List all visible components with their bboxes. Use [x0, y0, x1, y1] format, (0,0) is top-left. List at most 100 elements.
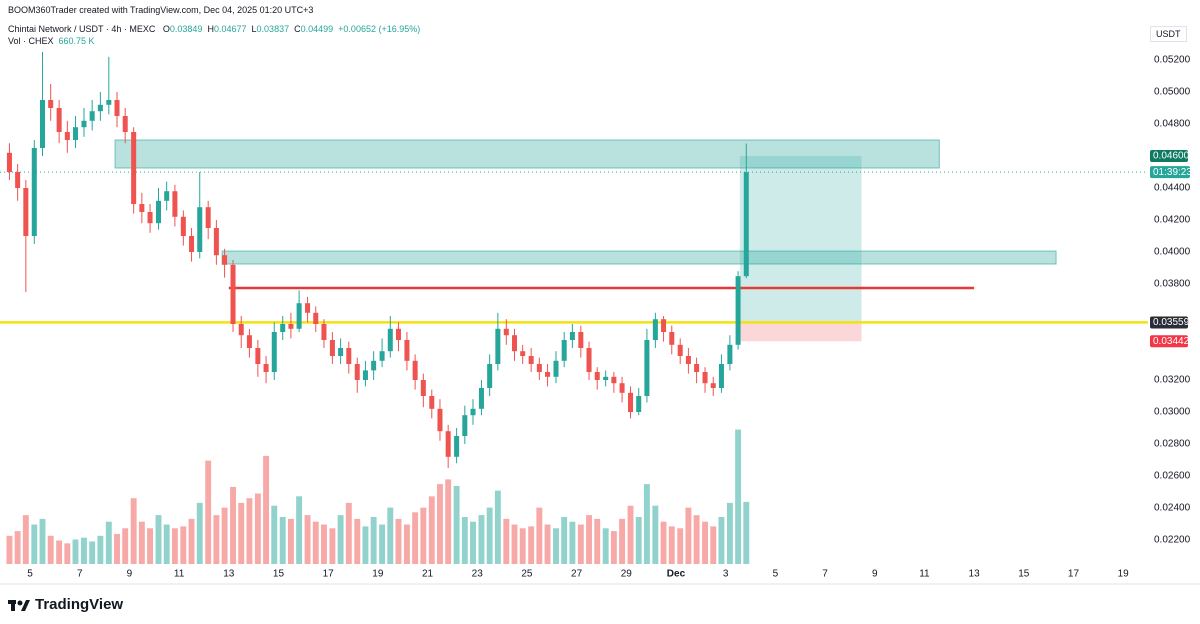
candle-body: [611, 376, 617, 384]
candle-body: [39, 100, 45, 148]
volume-bar: [379, 524, 386, 564]
candle-body: [669, 332, 675, 345]
candle-body: [89, 111, 95, 121]
volume-bar: [114, 533, 120, 564]
zone: [221, 250, 1057, 265]
candle-body: [594, 372, 600, 380]
volume-bar: [56, 540, 63, 564]
h-value: 0.04677: [213, 24, 247, 34]
candle-body: [15, 172, 21, 188]
volume-bar: [627, 505, 634, 564]
candle-body: [155, 200, 162, 224]
axis-unit: USDT: [1150, 26, 1187, 42]
c-value: 0.04499: [300, 24, 334, 34]
candle-body: [354, 364, 360, 380]
candle-body: [371, 360, 377, 371]
volume-bar: [503, 518, 510, 564]
volume-bar: [660, 521, 667, 564]
candle-body: [122, 116, 128, 132]
candle-body: [677, 344, 683, 356]
volume-bar: [122, 528, 129, 564]
candle-body: [470, 408, 476, 416]
candle-body: [338, 348, 344, 356]
candle-body: [578, 332, 584, 348]
volume-bar: [296, 496, 303, 564]
volume-bar: [668, 526, 675, 564]
candle-body: [73, 127, 79, 140]
price-label-box: [1150, 316, 1188, 329]
volume-bar: [569, 521, 576, 564]
volume-bar: [81, 537, 87, 564]
candle-body: [710, 383, 716, 388]
volume-bar: [453, 485, 460, 564]
volume-bar: [287, 518, 294, 564]
volume-bar: [561, 517, 568, 564]
volume-bar: [586, 515, 592, 564]
volume-bar: [6, 535, 13, 564]
volume-bar: [445, 479, 452, 564]
o-value: 0.03849: [169, 24, 203, 34]
y-tick-label: 0.03200: [1154, 375, 1191, 386]
volume-legend: Vol · CHEX 660.75 K: [8, 36, 95, 46]
candle-body: [97, 104, 103, 112]
x-tick-label: Dec: [667, 569, 686, 580]
x-tick-label: 11: [174, 569, 185, 580]
candle-body: [603, 376, 609, 380]
y-tick-label: 0.02600: [1154, 471, 1191, 482]
x-tick-label: 15: [273, 569, 285, 580]
volume-bar: [213, 515, 220, 564]
candle-body: [520, 351, 526, 356]
candle-body: [56, 108, 62, 132]
candle-body: [652, 319, 658, 340]
candle-body: [636, 396, 642, 412]
price-label-box: [1150, 335, 1188, 348]
candle-body: [694, 364, 700, 372]
price-axis-bg: [1148, 0, 1200, 584]
candle-body: [81, 120, 87, 128]
candle-body: [395, 328, 401, 340]
candle-body: [545, 372, 551, 377]
l-value: 0.03837: [256, 24, 290, 34]
volume-bar: [486, 507, 493, 564]
candle-body: [553, 360, 559, 377]
candle-body: [222, 255, 228, 265]
x-tick-label: 13: [223, 569, 235, 580]
logo: TradingView: [8, 596, 123, 613]
candle-body: [454, 436, 460, 457]
volume-bar: [685, 507, 692, 564]
volume-bar: [602, 528, 609, 564]
volume-bar: [635, 517, 642, 564]
y-tick-label: 0.04200: [1154, 215, 1191, 226]
volume-bar: [528, 526, 535, 564]
candle-body: [48, 100, 54, 108]
volume-bar: [677, 528, 684, 564]
volume-bar: [370, 517, 377, 564]
vol-label: Vol · CHEX: [8, 36, 54, 46]
candle-body: [288, 324, 294, 329]
legend-line: Chintai Network / USDT · 4h · MEXC O0.03…: [8, 24, 420, 34]
candle-body: [6, 152, 12, 172]
vol-value: 660.75 K: [58, 36, 95, 46]
candle-body: [511, 335, 518, 352]
volume-bar: [39, 518, 46, 564]
volume-bar: [387, 507, 394, 564]
candle-body: [131, 132, 137, 204]
candle-body: [106, 100, 112, 105]
volume-bar: [412, 512, 419, 564]
candle-body: [305, 303, 311, 313]
volume-bar: [652, 505, 659, 564]
candle-body: [420, 380, 426, 396]
candle-body: [685, 356, 691, 364]
x-tick-label: 25: [521, 569, 533, 580]
candle-body: [313, 312, 319, 324]
candle-body: [172, 191, 178, 217]
volume-bar: [171, 528, 178, 564]
volume-bar: [428, 496, 435, 564]
candle-body: [164, 191, 170, 201]
candle-body: [31, 148, 37, 236]
candle-body: [263, 364, 269, 372]
volume-bar: [279, 517, 286, 564]
volume-bar: [702, 521, 708, 564]
volume-bar: [345, 502, 352, 564]
volume-bar: [97, 535, 104, 564]
